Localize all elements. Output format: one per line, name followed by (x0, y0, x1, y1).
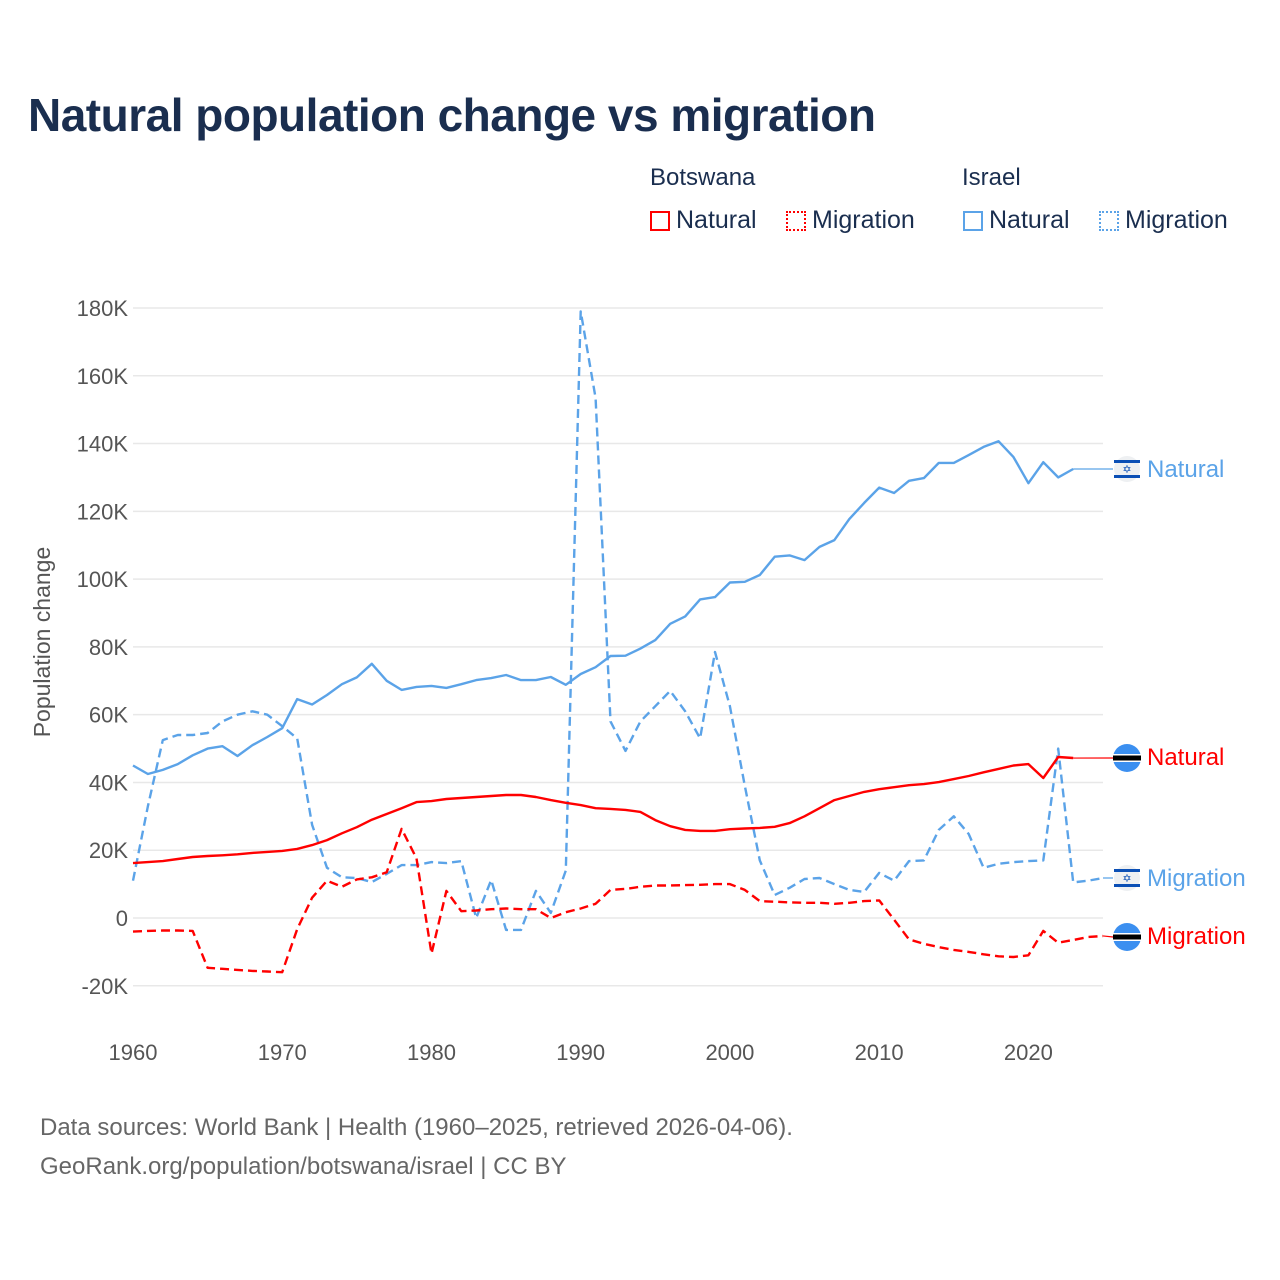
x-tick-label: 2020 (1004, 1040, 1053, 1065)
y-tick-label: 40K (89, 770, 128, 795)
end-label-connector (1102, 935, 1114, 938)
y-tick-label: 140K (77, 432, 129, 457)
x-tick-label: 2000 (705, 1040, 754, 1065)
x-tick-label: 2010 (855, 1040, 904, 1065)
attribution-link[interactable]: GeoRank.org/population/botswana/israel |… (40, 1153, 567, 1180)
legend-swatch-solid-blue (963, 210, 983, 231)
legend-item-israel-migration[interactable]: Migration (1099, 206, 1228, 235)
source-note: Data sources: World Bank | Health (1960–… (40, 1114, 793, 1141)
y-axis-label: Population change (29, 547, 55, 738)
israel-flag-icon: ✡ (1114, 865, 1140, 891)
y-tick-label: 0 (116, 906, 128, 931)
y-tick-label: 60K (89, 703, 128, 728)
end-label-israel-migration: Migration (1147, 865, 1246, 892)
legend-swatch-dotted-blue (1099, 210, 1119, 231)
israel-flag-icon: ✡ (1114, 456, 1140, 482)
y-tick-label: 180K (77, 296, 129, 321)
series-line-israel-natural[interactable] (132, 440, 1074, 776)
botswana-flag-icon (1113, 923, 1141, 951)
x-tick-label: 1980 (407, 1040, 456, 1065)
legend-label: Migration (812, 206, 915, 234)
end-label-botswana-migration: Migration (1147, 923, 1246, 950)
svg-text:✡: ✡ (1122, 464, 1131, 476)
y-tick-label: 20K (89, 838, 128, 863)
botswana-flag-icon (1113, 744, 1141, 772)
x-tick-label: 1960 (109, 1040, 158, 1065)
y-tick-label: 120K (77, 499, 129, 524)
legend-swatch-dotted-red (786, 210, 806, 231)
legend-item-botswana-migration[interactable]: Migration (786, 206, 915, 235)
x-tick-label: 1970 (258, 1040, 307, 1065)
legend-group-israel: Israel (962, 164, 1021, 191)
chart-title: Natural population change vs migration (28, 89, 876, 141)
series-line-botswana-natural[interactable] (132, 755, 1074, 865)
y-tick-label: -20K (82, 974, 129, 999)
legend-item-botswana-natural[interactable]: Natural (650, 206, 757, 235)
series-line-botswana-migration[interactable] (132, 827, 1104, 974)
y-tick-label: 80K (89, 635, 128, 660)
footer: Data sources: World Bank | Health (1960–… (40, 1108, 793, 1186)
end-label-botswana-natural: Natural (1147, 744, 1224, 771)
x-tick-label: 1990 (556, 1040, 605, 1065)
legend-label: Migration (1125, 206, 1228, 234)
legend-item-israel-natural[interactable]: Natural (963, 206, 1070, 235)
legend-label: Natural (676, 206, 757, 234)
legend-label: Natural (989, 206, 1070, 234)
legend-swatch-solid-red (650, 210, 670, 231)
legend-group-botswana: Botswana (650, 164, 756, 191)
svg-text:✡: ✡ (1122, 873, 1131, 885)
y-tick-label: 160K (77, 364, 129, 389)
series-line-israel-migration[interactable] (131, 310, 1104, 932)
end-label-israel-natural: Natural (1147, 456, 1224, 483)
y-tick-label: 100K (77, 567, 129, 592)
